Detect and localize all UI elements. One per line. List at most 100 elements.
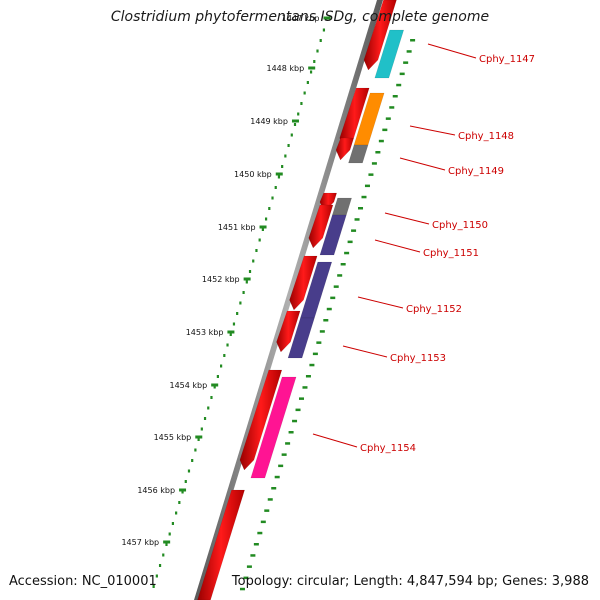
gene-feature-bar	[348, 144, 369, 164]
ruler-dot	[158, 564, 162, 567]
track-tick	[292, 419, 298, 423]
ruler-dot	[284, 154, 287, 158]
kbp-tick-mark	[227, 330, 235, 334]
gene-leader-line	[384, 212, 430, 225]
ruler-dot	[216, 375, 219, 378]
track-tick	[392, 95, 398, 98]
gene-labels: Cphy_1147 Cphy_1148 Cphy_1149 Cphy_1150 Cphy…	[312, 43, 535, 454]
forward-cds-arrow	[197, 489, 245, 600]
gene-leader-line	[312, 433, 358, 448]
track-tick	[257, 531, 263, 535]
track-tick	[250, 554, 256, 557]
track-tick	[309, 363, 315, 367]
ruler-dot	[242, 291, 245, 294]
track-tick	[378, 139, 384, 143]
track-tick	[337, 274, 343, 277]
track-tick	[361, 195, 367, 199]
kbp-tick-mark	[211, 383, 219, 387]
gene-leader-line	[409, 125, 456, 136]
forward-cds-arrow	[308, 204, 334, 249]
kbp-tick-mark	[163, 540, 171, 544]
gene-label: Cphy_1150	[432, 220, 488, 231]
ruler-dot	[319, 39, 322, 42]
gene-feature-bar	[374, 29, 405, 79]
track-tick	[246, 565, 252, 568]
ruler-dot	[258, 238, 261, 242]
ruler-dot	[248, 270, 252, 273]
ruler-dot	[223, 354, 226, 357]
kbp-tick-labels: 1447 kbp 1448 kbp 1449 kbp 1450 kbp 1451 kbp…	[121, 14, 416, 591]
track-tick	[368, 173, 374, 176]
ruler-dot	[313, 60, 316, 63]
ruler-dot	[303, 91, 306, 95]
ruler-dot	[306, 81, 309, 84]
backbone-line	[194, 0, 383, 600]
track-tick	[375, 151, 381, 154]
ruler-dot	[187, 469, 191, 473]
ruler-dot	[293, 123, 297, 126]
gene-feature-bar	[319, 214, 347, 256]
track-tick	[260, 520, 266, 524]
map-title: Clostridium phytofermentans ISDg, comple…	[110, 9, 490, 25]
track-tick	[351, 229, 357, 232]
track-tick	[333, 285, 339, 288]
track-tick	[396, 83, 402, 87]
ruler-dot	[226, 343, 229, 347]
ruler-dot	[287, 144, 290, 147]
kbp-tick-label: 1455 kbp	[154, 433, 192, 442]
kbp-tick-mark	[179, 488, 187, 492]
feature-track	[250, 29, 405, 479]
track-tick	[264, 509, 270, 512]
gene-feature-bar	[287, 317, 315, 359]
track-tick	[316, 341, 322, 344]
kbp-tick-label: 1452 kbp	[202, 275, 240, 284]
track-tick	[305, 375, 311, 378]
kbp-tick-label: 1453 kbp	[186, 328, 224, 337]
ruler-dot	[290, 133, 293, 137]
kbp-tick-label: 1447 kbp	[282, 14, 320, 23]
kbp-tick-label: 1451 kbp	[218, 223, 256, 232]
ruler-dot	[200, 427, 203, 431]
gene-label: Cphy_1152	[406, 304, 462, 315]
gene-leader-line	[374, 239, 421, 253]
ruler-dot	[255, 249, 258, 252]
forward-cds-arrow	[335, 137, 355, 161]
track-tick	[410, 39, 416, 42]
track-tick	[364, 184, 370, 188]
gene-leader-line	[342, 345, 388, 358]
ruler-dot	[277, 175, 281, 179]
ruler-dot	[236, 312, 239, 315]
ruler-dot	[207, 406, 210, 410]
ruler-dot	[239, 301, 242, 305]
track-tick	[340, 263, 346, 266]
kbp-tick-label: 1449 kbp	[250, 117, 288, 126]
gene-leader-line	[427, 43, 477, 59]
ruler-dot	[264, 217, 268, 221]
track-tick	[319, 330, 325, 333]
kbp-tick-label: 1456 kbp	[137, 486, 175, 495]
kbp-tick-mark	[259, 225, 267, 229]
ruler-dot	[271, 196, 274, 200]
kbp-tick-mark	[195, 435, 203, 439]
track-tick	[403, 61, 409, 64]
kbp-tick-label: 1448 kbp	[266, 64, 304, 73]
track-tick	[358, 207, 364, 210]
ruler-dot	[309, 70, 313, 74]
ruler-dot	[178, 501, 181, 504]
track-tick	[278, 464, 284, 468]
track-tick	[281, 453, 287, 456]
gene-leader-line	[399, 157, 446, 171]
track-tick	[406, 50, 412, 53]
track-tick	[385, 117, 391, 120]
ruler-dot	[220, 364, 223, 368]
ruler-dot	[268, 207, 271, 210]
track-tick	[371, 162, 377, 165]
ruler-dot	[297, 112, 300, 116]
gene-label: Cphy_1148	[458, 131, 514, 142]
genome-summary-text: Topology: circular; Length: 4,847,594 bp…	[231, 574, 589, 589]
kbp-tick-mark	[291, 119, 299, 123]
kbp-tick-mark	[243, 277, 251, 281]
ruler-dot	[175, 511, 178, 515]
track-tick	[399, 72, 405, 76]
